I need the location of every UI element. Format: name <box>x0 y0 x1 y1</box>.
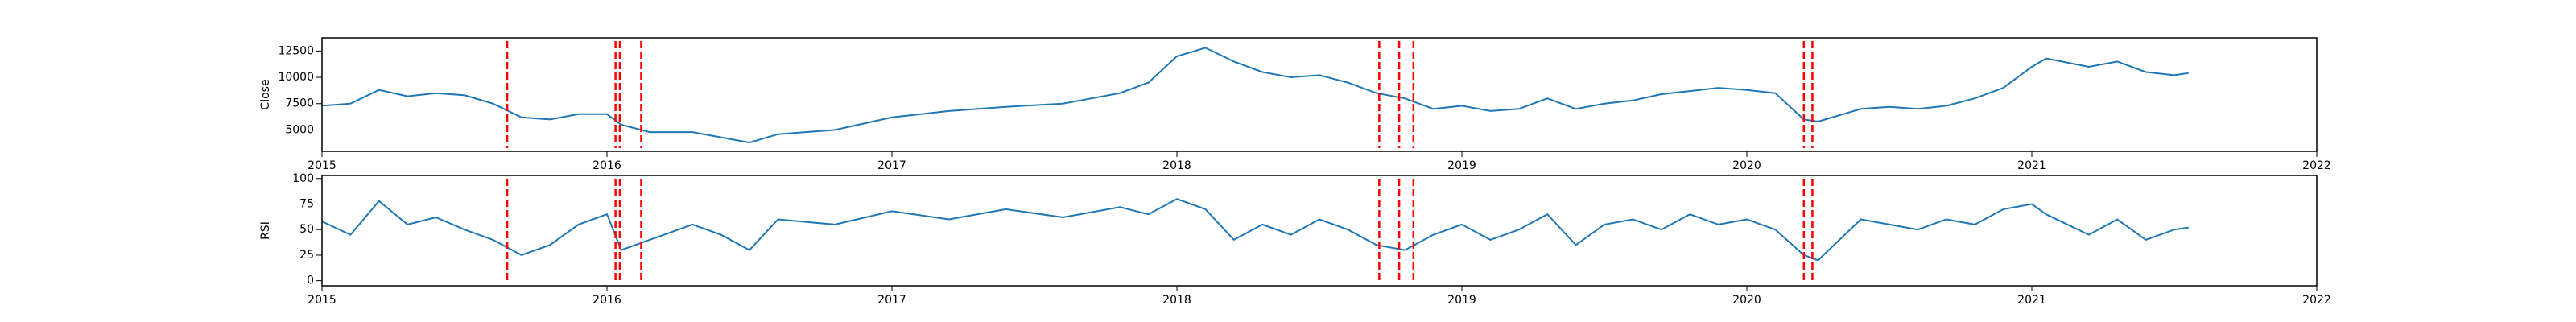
axes-frame <box>321 175 2318 287</box>
x-tick-label: 2021 <box>2017 159 2046 172</box>
x-tick-label: 2020 <box>1732 294 1761 307</box>
x-tick-label: 2019 <box>1447 159 1476 172</box>
y-tick-label: 10000 <box>278 71 314 84</box>
x-tick-label: 2015 <box>308 159 336 172</box>
y-axis-label: RSI <box>259 221 272 240</box>
data-line <box>321 198 2189 262</box>
x-tick-label: 2020 <box>1732 159 1761 172</box>
y-tick-label: 75 <box>299 198 314 211</box>
y-tick-label: 12500 <box>278 44 314 57</box>
x-tick-label: 2022 <box>2302 294 2331 307</box>
x-tick-label: 2018 <box>1162 294 1191 307</box>
y-tick-label: 7500 <box>285 97 314 110</box>
x-tick-label: 2018 <box>1162 159 1191 172</box>
axes-frame <box>321 37 2318 152</box>
y-tick-label: 25 <box>299 249 314 262</box>
data-line <box>321 47 2189 144</box>
x-tick-label: 2022 <box>2302 159 2331 172</box>
x-tick-label: 2021 <box>2017 294 2046 307</box>
x-tick-label: 2017 <box>877 294 906 307</box>
x-tick-label: 2019 <box>1447 294 1476 307</box>
x-tick-label: 2016 <box>592 294 621 307</box>
y-axis-label: Close <box>259 79 272 109</box>
x-tick-label: 2015 <box>308 294 336 307</box>
y-tick-label: 5000 <box>285 123 314 136</box>
y-tick-label: 0 <box>307 275 314 287</box>
x-tick-label: 2016 <box>592 159 621 172</box>
x-tick-label: 2017 <box>877 159 906 172</box>
y-tick-label: 100 <box>292 172 314 185</box>
y-tick-label: 50 <box>299 223 314 236</box>
